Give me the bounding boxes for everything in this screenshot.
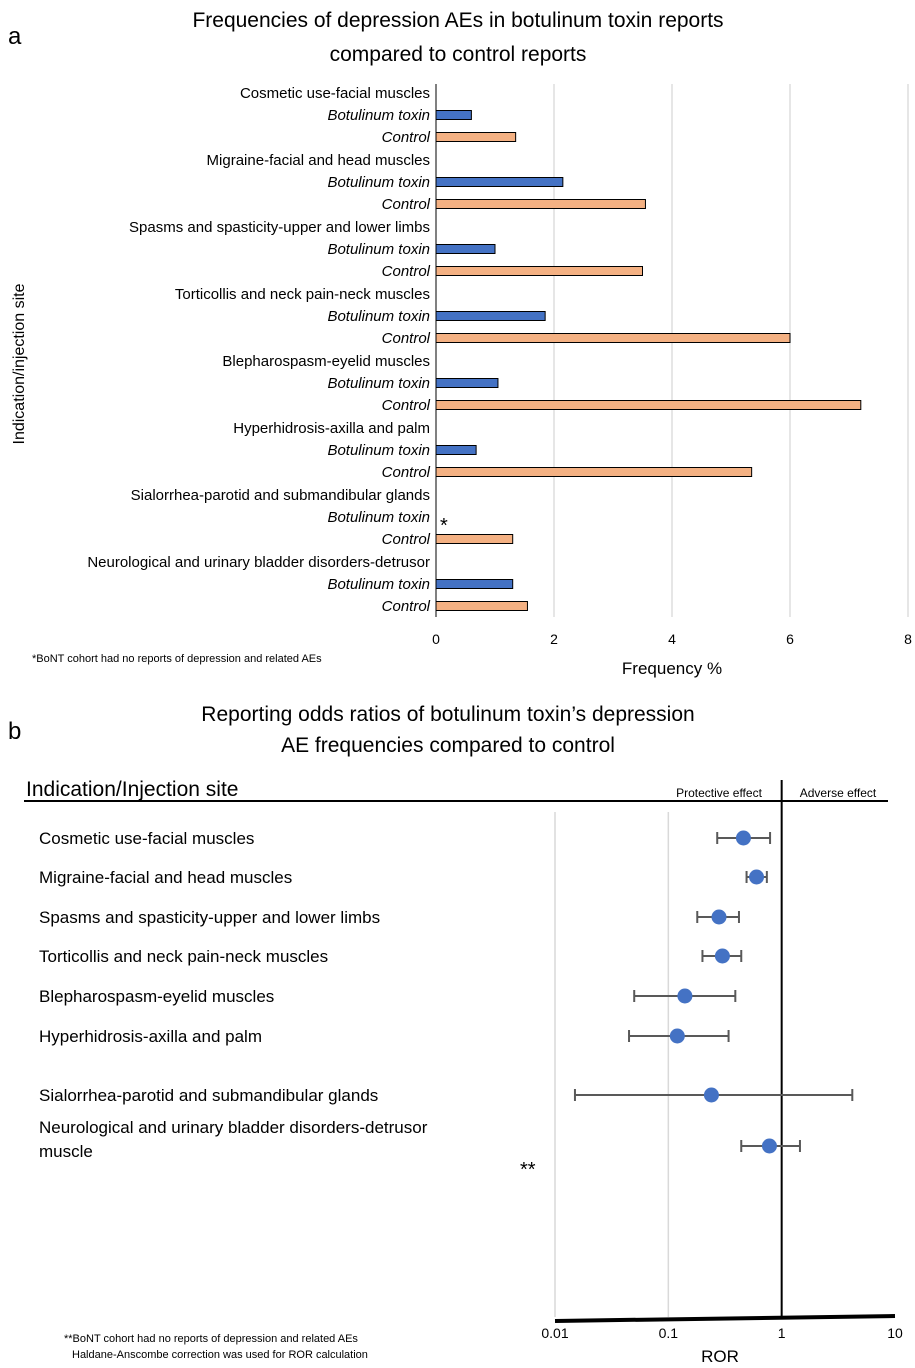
series-row-label: Botulinum toxin	[327, 576, 430, 593]
series-row-label: Control	[382, 397, 431, 414]
series-row-label: Control	[382, 531, 431, 548]
series-row-label: Botulinum toxin	[327, 308, 430, 325]
ror-point	[669, 1028, 685, 1044]
ror-point	[677, 988, 693, 1004]
ror-point	[761, 1138, 777, 1154]
bar-control	[435, 199, 646, 209]
panel-b-header-label: Indication/Injection site	[26, 778, 238, 801]
series-row-label: Botulinum toxin	[327, 174, 430, 191]
panel-b-title-line-2: AE frequencies compared to control	[281, 734, 615, 757]
panel-a-x-axis-label: Frequency %	[622, 659, 722, 678]
row-label: Hyperhidrosis-axilla and palm	[39, 1027, 262, 1046]
bar-botulinum-toxin	[435, 110, 472, 120]
series-row-label: Botulinum toxin	[327, 107, 430, 124]
x-tick-label: 0.01	[541, 1325, 568, 1341]
panel-a-title-line-2: compared to control reports	[330, 43, 587, 66]
row-label: Cosmetic use-facial muscles	[39, 829, 254, 848]
bar-control	[435, 467, 753, 477]
bar-botulinum-toxin	[435, 244, 496, 254]
category-label: Sialorrhea-parotid and submandibular gla…	[131, 487, 430, 504]
ror-point	[703, 1087, 719, 1103]
x-tick-label: 4	[668, 631, 676, 647]
category-label: Cosmetic use-facial muscles	[240, 85, 430, 102]
series-row-label: Control	[382, 598, 431, 615]
panel-b-footnote-line-2: Haldane-Anscombe correction was used for…	[72, 1349, 368, 1361]
series-row-label: Control	[382, 263, 431, 280]
panel-b-x-axis-label: ROR	[701, 1347, 739, 1366]
row-label: Blepharospasm-eyelid muscles	[39, 987, 274, 1006]
series-row-label: Botulinum toxin	[327, 442, 430, 459]
bar-control	[435, 400, 862, 410]
series-row-label: Botulinum toxin	[327, 241, 430, 258]
series-row-label: Control	[382, 330, 431, 347]
panel-b-footnote-line-1: **BoNT cohort had no reports of depressi…	[64, 1333, 358, 1345]
row-label: Migraine-facial and head muscles	[39, 868, 292, 887]
series-row-label: Botulinum toxin	[327, 509, 430, 526]
row-label: Neurological and urinary bladder disorde…	[39, 1118, 428, 1137]
series-row-label: Control	[382, 196, 431, 213]
x-tick-label: 6	[786, 631, 794, 647]
ror-point	[735, 830, 751, 846]
category-label: Spasms and spasticity-upper and lower li…	[129, 219, 430, 236]
series-row-label: Botulinum toxin	[327, 375, 430, 392]
row-label-continuation: muscle	[39, 1142, 93, 1161]
category-label: Blepharospasm-eyelid muscles	[222, 353, 430, 370]
bar-control	[435, 132, 517, 142]
category-label: Hyperhidrosis-axilla and palm	[233, 420, 430, 437]
panel-a-title-line-1: Frequencies of depression AEs in botulin…	[192, 9, 723, 32]
bar-botulinum-toxin	[435, 378, 499, 388]
bar-botulinum-toxin	[435, 445, 477, 455]
protective-effect-label: Protective effect	[676, 786, 762, 800]
panel-b-plot: 0.01 0.1 1 10 Cosmetic use-facial muscles Mig…	[24, 780, 903, 1341]
series-row-label: Control	[382, 129, 431, 146]
bar-control	[435, 534, 514, 544]
row-label: Spasms and spasticity-upper and lower li…	[39, 908, 380, 927]
ror-point	[714, 948, 730, 964]
panel-a-y-axis-label: Indication/injection site	[11, 283, 28, 444]
x-tick-label: 2	[550, 631, 558, 647]
category-label: Migraine-facial and head muscles	[207, 152, 430, 169]
panel-a-footnote: *BoNT cohort had no reports of depressio…	[32, 653, 322, 665]
adverse-effect-label: Adverse effect	[800, 786, 877, 800]
panel-b-title-line-1: Reporting odds ratios of botulinum toxin…	[201, 703, 694, 726]
x-tick-label: 0.1	[659, 1325, 679, 1341]
bar-botulinum-toxin	[435, 177, 564, 187]
bar-botulinum-toxin	[435, 579, 514, 589]
ror-point	[711, 909, 727, 925]
panel-b-letter: b	[8, 718, 21, 745]
row-label: Sialorrhea-parotid and submandibular gla…	[39, 1086, 378, 1105]
bar-control	[435, 266, 643, 276]
category-label: Torticollis and neck pain-neck muscles	[175, 286, 430, 303]
panel-b-double-asterisk: **	[520, 1159, 536, 1181]
x-tick-label: 0	[432, 631, 440, 647]
ror-point	[749, 869, 765, 885]
series-row-label: Control	[382, 464, 431, 481]
bar-control	[435, 601, 528, 611]
bar-botulinum-toxin	[435, 311, 546, 321]
bar-control	[435, 333, 791, 343]
panel-a-letter: a	[8, 23, 22, 50]
x-tick-label: 8	[904, 631, 912, 647]
panel-a-plot: 0 2 4 6 8 Cosmetic use-facial muscles Botulinu…	[87, 84, 912, 647]
x-axis-line	[554, 1314, 896, 1323]
panel-a-asterisk: *	[440, 515, 448, 537]
x-tick-label: 10	[887, 1325, 903, 1341]
category-label: Neurological and urinary bladder disorde…	[87, 554, 430, 571]
row-label: Torticollis and neck pain-neck muscles	[39, 947, 328, 966]
x-tick-label: 1	[778, 1325, 786, 1341]
